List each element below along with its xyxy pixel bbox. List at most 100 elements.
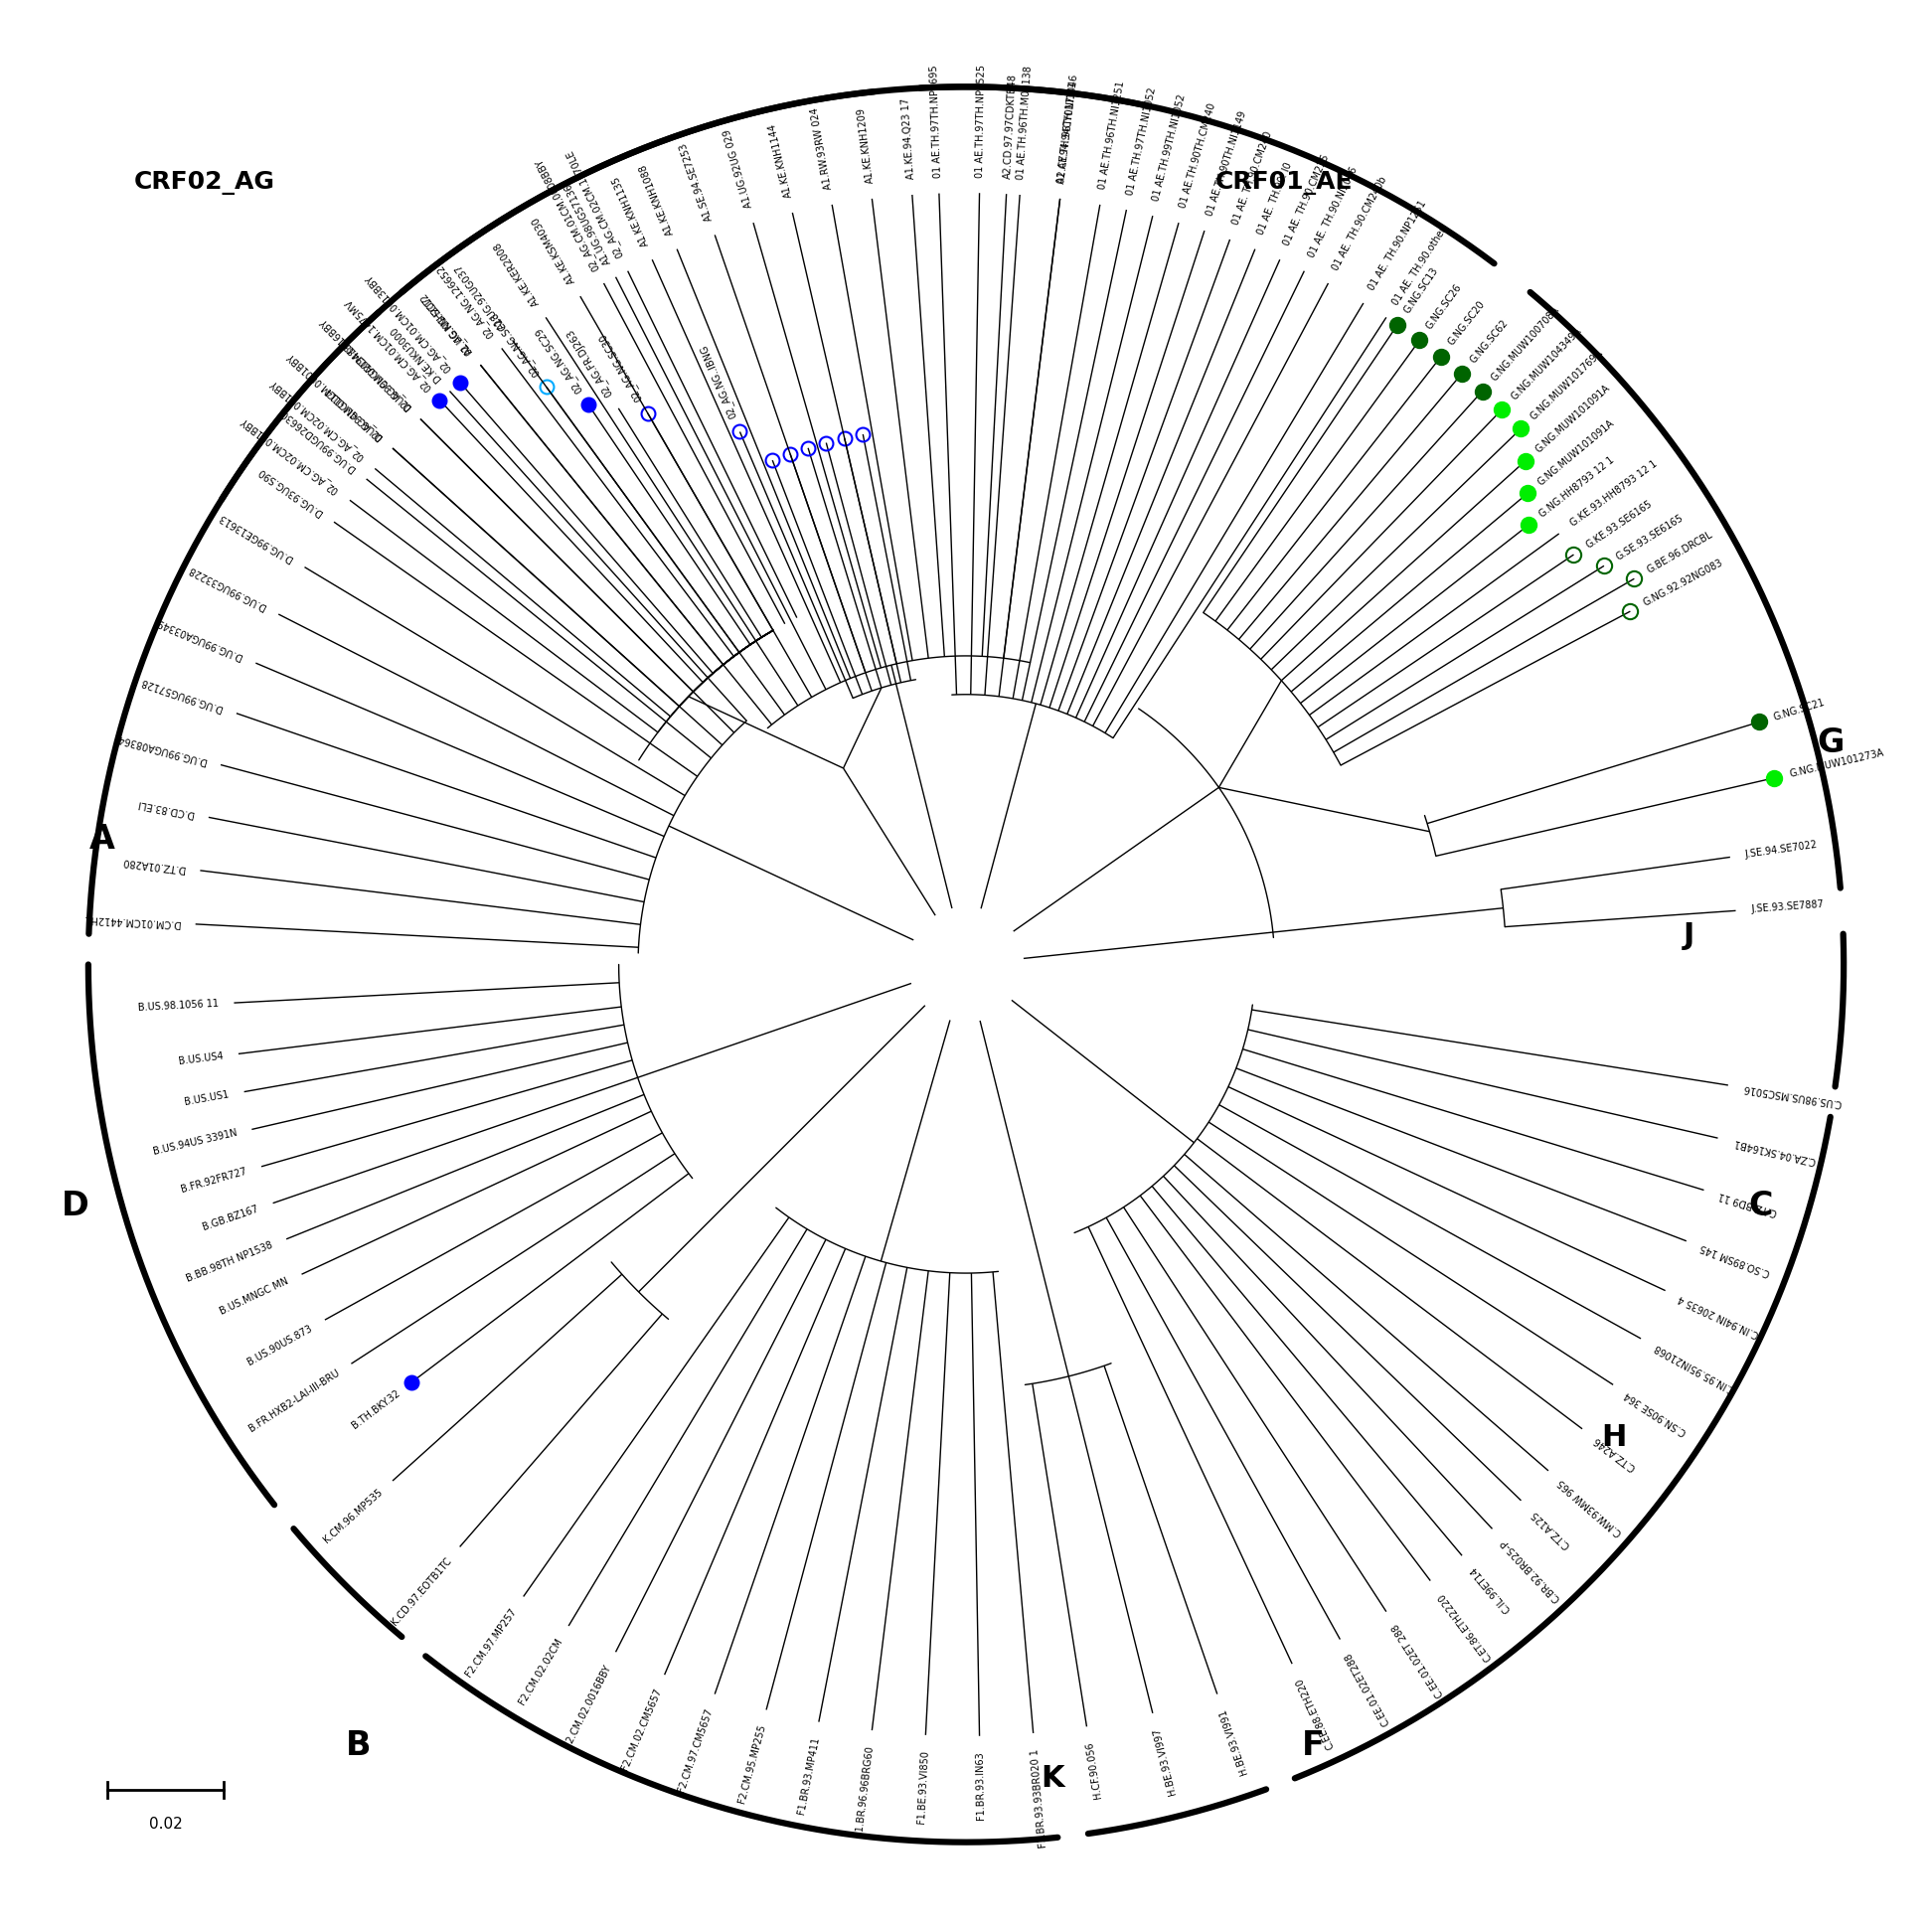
Text: G.NG.MUW104349A: G.NG.MUW104349A: [1509, 326, 1582, 401]
Text: 02_AG.NG.SC28: 02_AG.NG.SC28: [487, 309, 541, 378]
Text: 01 AE.TH.90TH.NI1149: 01 AE.TH.90TH.NI1149: [1204, 110, 1248, 218]
Text: G.SE.93.SE6165: G.SE.93.SE6165: [1615, 513, 1685, 561]
Text: CRF01_AE: CRF01_AE: [1215, 172, 1352, 195]
Text: D.UG.94UG114: D.UG.94UG114: [323, 386, 384, 442]
Text: J.SE.94.SE7022: J.SE.94.SE7022: [1745, 839, 1818, 860]
Text: A1.KE.KNH1144: A1.KE.KNH1144: [767, 122, 794, 199]
Text: C.EE.01.02ET 288: C.EE.01.02ET 288: [1391, 1622, 1445, 1699]
Text: C.IL.99ET14: C.IL.99ET14: [1468, 1564, 1513, 1615]
Text: 01 AE.TH.97TH.NI1052: 01 AE.TH.97TH.NI1052: [1124, 87, 1157, 195]
Text: G.NG.92.92NG083: G.NG.92.92NG083: [1642, 557, 1725, 608]
Text: G.NG.MUW101091A: G.NG.MUW101091A: [1536, 419, 1617, 488]
Text: 02_AG.CM.02CM.001BBY: 02_AG.CM.02CM.001BBY: [269, 378, 367, 463]
Text: G.NG.SC62: G.NG.SC62: [1468, 318, 1511, 365]
Text: C.US.98US.MSC5016: C.US.98US.MSC5016: [1743, 1082, 1843, 1107]
Text: B.US.90US.873: B.US.90US.873: [245, 1323, 313, 1368]
Text: 0.02: 0.02: [149, 1817, 182, 1833]
Text: K.CD.97.EOTB1TC: K.CD.97.EOTB1TC: [390, 1555, 454, 1626]
Text: 02_AG.NG..IBNG: 02_AG.NG..IBNG: [697, 343, 738, 421]
Text: C.SO.89SM 145: C.SO.89SM 145: [1698, 1242, 1772, 1277]
Text: D.TZ.01A280: D.TZ.01A280: [122, 856, 185, 874]
Text: 01 AE.TH.96TH.NI1046: 01 AE.TH.96TH.NI1046: [1057, 73, 1080, 183]
Text: 01 AE. TH.90.CM240b: 01 AE. TH.90.CM240b: [1331, 174, 1389, 272]
Text: D.UG.99UGA08364: D.UG.99UGA08364: [116, 733, 207, 766]
Text: C.ET.86.ETH2220: C.ET.86.ETH2220: [1435, 1589, 1493, 1663]
Text: G.NG.MUW101769A: G.NG.MUW101769A: [1528, 347, 1605, 421]
Text: 02_AG.CM.01CM.0013BBY: 02_AG.CM.01CM.0013BBY: [363, 272, 454, 374]
Text: 02_AG.CM.01CM.0001BBY: 02_AG.CM.01CM.0001BBY: [284, 349, 384, 442]
Text: A1.KE.KNH1135: A1.KE.KNH1135: [611, 174, 651, 247]
Text: F1.BR.96.96BRG60: F1.BR.96.96BRG60: [854, 1746, 875, 1836]
Text: G.NG.HH8793 12 1: G.NG.HH8793 12 1: [1538, 455, 1615, 519]
Text: 02_AG.NG.SC30: 02_AG.NG.SC30: [597, 330, 645, 403]
Text: 01 AE.TH.99TH.NI1052: 01 AE.TH.99TH.NI1052: [1151, 93, 1188, 203]
Text: 01 AE.TH.97TH.NP1695: 01 AE.TH.97TH.NP1695: [929, 66, 943, 177]
Text: G.NG.SC26: G.NG.SC26: [1424, 282, 1464, 330]
Text: C.TZ.BD9 11: C.TZ.BD9 11: [1718, 1190, 1777, 1217]
Text: 01 AE. TH.90. I0: 01 AE. TH.90. I0: [1256, 162, 1294, 237]
Text: 01 AE. TH.90.other: 01 AE. TH.90.other: [1391, 226, 1449, 307]
Text: K.CM.96.MP535: K.CM.96.MP535: [321, 1487, 384, 1545]
Text: H: H: [1602, 1424, 1627, 1451]
Text: F2.CM.02.0016BBY: F2.CM.02.0016BBY: [562, 1663, 612, 1750]
Text: C.TZ.A246: C.TZ.A246: [1592, 1433, 1638, 1472]
Text: 01 AE.TH.97TH.NP1525: 01 AE.TH.97TH.NP1525: [976, 64, 987, 177]
Text: A1.UG.KNH207: A1.UG.KNH207: [421, 293, 475, 357]
Text: J: J: [1683, 922, 1694, 949]
Text: C.IN.95.95IN21068: C.IN.95.95IN21068: [1652, 1343, 1737, 1395]
Text: 02_AG.CM.01CM.1475MV: 02_AG.CM.01CM.1475MV: [342, 295, 433, 394]
Text: 02_AG.FR.DJ263: 02_AG.FR.DJ263: [564, 326, 614, 397]
Text: K: K: [1041, 1765, 1065, 1792]
Text: 02_AG.NG.SC12: 02_AG.NG.SC12: [417, 289, 475, 357]
Text: A2.CD.97.97CDKTB48: A2.CD.97.97CDKTB48: [1003, 73, 1018, 179]
Text: F2.CM.97.MP257: F2.CM.97.MP257: [464, 1607, 518, 1678]
Text: C.BR.92.BR025-P: C.BR.92.BR025-P: [1499, 1537, 1563, 1603]
Text: D.CM.01CM.4412HL: D.CM.01CM.4412HL: [83, 912, 180, 928]
Text: A1.SE.94.SE7253: A1.SE.94.SE7253: [678, 141, 715, 222]
Text: 02_AG.NG.126652: 02_AG.NG.126652: [435, 262, 497, 340]
Text: G.NG.MUW101091A: G.NG.MUW101091A: [1534, 382, 1611, 455]
Text: G.NG.SC21: G.NG.SC21: [1772, 696, 1826, 721]
Text: G.KE.93.SE6165: G.KE.93.SE6165: [1584, 498, 1654, 550]
Text: D: D: [62, 1188, 89, 1223]
Text: F1.BR.93.93BR020 1: F1.BR.93.93BR020 1: [1030, 1748, 1049, 1848]
Text: B.BB.98TH NP1538: B.BB.98TH NP1538: [185, 1240, 274, 1285]
Text: 01 AE.TH.90TH.CM240: 01 AE.TH.90TH.CM240: [1179, 102, 1217, 210]
Text: F1.BR.93.IN63: F1.BR.93.IN63: [976, 1752, 985, 1819]
Text: 02_AG.CM.02CM.0016BBY: 02_AG.CM.02CM.0016BBY: [317, 314, 413, 411]
Text: D.UG.99UGA09483: D.UG.99UGA09483: [342, 340, 413, 411]
Text: B.US.98.1056 11: B.US.98.1056 11: [137, 999, 218, 1013]
Text: D.UG.99GE13613: D.UG.99GE13613: [216, 511, 294, 563]
Text: G.NG.SC13: G.NG.SC13: [1403, 264, 1439, 314]
Text: 02_AG.NG.SC29: 02_AG.NG.SC29: [533, 326, 583, 395]
Text: C: C: [1748, 1188, 1774, 1223]
Text: F2.CM.97.CM5657: F2.CM.97.CM5657: [676, 1707, 715, 1794]
Text: C.EE.01.02ET288: C.EE.01.02ET288: [1343, 1651, 1391, 1728]
Text: 01 AE.TH.96TH.NI1251: 01 AE.TH.96TH.NI1251: [1097, 81, 1126, 191]
Text: F2.CM.95.MP255: F2.CM.95.MP255: [736, 1723, 767, 1804]
Text: A1.KE.KER2008: A1.KE.KER2008: [493, 239, 541, 307]
Text: F2.CM.02.02CM: F2.CM.02.02CM: [518, 1636, 564, 1707]
Text: H.BE.93.VI997: H.BE.93.VI997: [1151, 1726, 1179, 1796]
Text: 02_AG.CM.02CM.1970LE: 02_AG.CM.02CM.1970LE: [564, 149, 626, 260]
Text: F: F: [1302, 1728, 1325, 1763]
Text: J.SE.93.SE7887: J.SE.93.SE7887: [1750, 899, 1824, 914]
Text: G.KE.93.HH8793 12 1: G.KE.93.HH8793 12 1: [1569, 459, 1660, 529]
Text: 01 AE. TH.90.CM235: 01 AE. TH.90.CM235: [1281, 152, 1331, 247]
Text: F1.BR.93.MP411: F1.BR.93.MP411: [796, 1736, 821, 1815]
Text: B.TH.BKY.32: B.TH.BKY.32: [350, 1387, 402, 1429]
Text: B.GB.BZ167: B.GB.BZ167: [201, 1204, 261, 1233]
Text: D.UG.99UGD26630: D.UG.99UGD26630: [278, 407, 357, 473]
Text: F1.BE.93.VI850: F1.BE.93.VI850: [916, 1750, 929, 1825]
Text: H.BE.93.VI991: H.BE.93.VI991: [1217, 1707, 1250, 1775]
Text: D.UG.99UG57128: D.UG.99UG57128: [139, 675, 224, 714]
Text: C.EE.88.ETH220: C.EE.88.ETH220: [1294, 1676, 1337, 1750]
Text: A1.UG.92UG037: A1.UG.92UG037: [454, 262, 508, 330]
Text: G.NG.MUW100708A: G.NG.MUW100708A: [1490, 305, 1561, 384]
Text: G.NG.MUW101273A: G.NG.MUW101273A: [1789, 748, 1884, 779]
Text: 01 AE.TH.96TH.M02138: 01 AE.TH.96TH.M02138: [1016, 66, 1034, 179]
Text: A: A: [89, 822, 114, 856]
Text: A1.KE.94.Q23 17: A1.KE.94.Q23 17: [900, 98, 916, 179]
Text: A1.KE.KNH1209: A1.KE.KNH1209: [856, 106, 875, 183]
Text: B.US.US4: B.US.US4: [178, 1051, 224, 1067]
